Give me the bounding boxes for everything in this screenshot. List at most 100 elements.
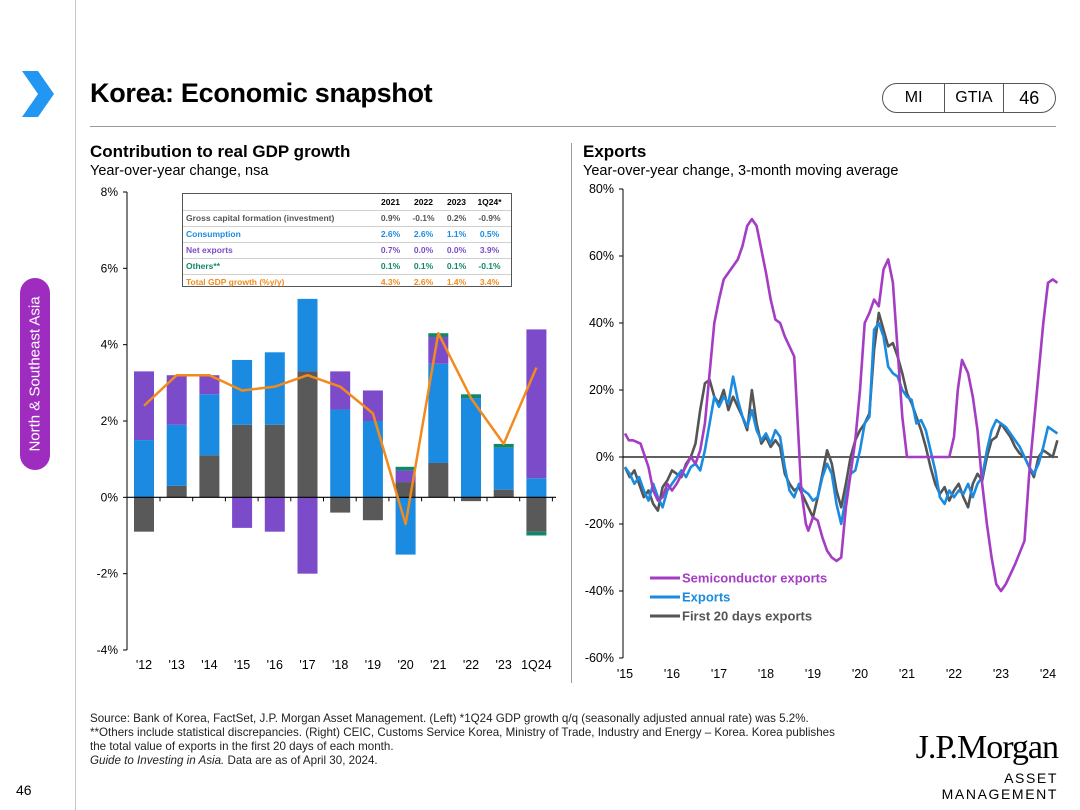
gdp-bar-segment — [526, 329, 547, 479]
gdp-bar-segment — [166, 424, 187, 486]
gdp-bar-segment — [461, 398, 481, 498]
left-panel-title: Contribution to real GDP growth — [90, 142, 351, 161]
exports-legend-label: Semiconductor exports — [682, 571, 827, 586]
gdp-bar-segment — [232, 497, 253, 528]
gdp-table-row: Consumption 2.6% 2.6% 1.1% 0.5% — [183, 227, 511, 243]
gdp-bar-segment — [297, 298, 318, 372]
gdp-table-header-blank — [183, 194, 374, 210]
gdp-bar-segment — [526, 531, 547, 536]
gdp-table-cell: 0.5% — [479, 229, 500, 239]
gdp-bar-segment — [395, 466, 416, 471]
left-margin-rule — [75, 0, 76, 810]
gdp-table-cell: 1.1% — [446, 229, 467, 239]
gdp-table-cell: 0.2% — [446, 213, 467, 223]
gdp-bar-segment — [395, 497, 416, 555]
exports-legend-label: First 20 days exports — [682, 609, 812, 624]
gdp-total-growth-line — [143, 331, 538, 526]
gdp-x-tick-label: '13 — [169, 658, 185, 672]
first-20-days-exports-line — [623, 311, 1059, 519]
exports-x-tick-label: '18 — [758, 667, 774, 681]
gdp-bar-segment — [232, 424, 253, 498]
gdp-x-tick-label: '18 — [332, 658, 348, 672]
exports-y-tick-label: -40% — [585, 584, 614, 598]
gdp-bar-segment — [395, 470, 416, 483]
gdp-bar-segment — [362, 497, 383, 521]
gdp-x-tick-label: 1Q24 — [521, 658, 552, 672]
exports-x-tick-label: '17 — [711, 667, 727, 681]
footnote-line: the total value of exports in the first … — [90, 740, 394, 753]
exports-x-tick-label: '19 — [805, 667, 821, 681]
gdp-bar-segment — [264, 497, 285, 532]
gdp-table-cell: 0.1% — [446, 261, 467, 271]
gdp-table-cell: -0.1% — [478, 261, 501, 271]
gdp-bar-segment — [264, 352, 285, 425]
gdp-y-tick-label: -2% — [97, 567, 119, 581]
gdp-y-tick-label: 0% — [101, 490, 119, 504]
gdp-bar-segment — [330, 409, 351, 498]
gdp-table-cell: 0.7% — [380, 245, 401, 255]
gdp-bar-segment — [134, 440, 154, 498]
gdp-x-tick-label: '15 — [234, 658, 250, 672]
badge-mi: MI — [904, 89, 923, 106]
gdp-table-cell: 3.9% — [479, 245, 500, 255]
gdp-table-header: 2021 2022 2023 1Q24* — [183, 194, 511, 211]
left-panel-subtitle: Year-over-year change, nsa — [90, 163, 269, 179]
logo-wordmark: J.P.Morgan — [915, 729, 1059, 766]
gdp-x-tick-label: '16 — [267, 658, 283, 672]
exports-y-tick-label: 0% — [596, 450, 614, 464]
footnote-line: Source: Bank of Korea, FactSet, J.P. Mor… — [90, 712, 809, 725]
gdp-x-tick-label: '21 — [430, 658, 446, 672]
gdp-bar-segment — [199, 394, 220, 456]
gdp-bar-segment — [199, 375, 220, 395]
footnote-line: Guide to Investing in Asia. Data are as … — [90, 754, 890, 768]
gdp-x-tick-label: '22 — [463, 658, 479, 672]
gdp-table-cell: 0.0% — [413, 245, 434, 255]
gdp-bar-segment — [493, 489, 514, 498]
gdp-table-row: Net exports 0.7% 0.0% 0.0% 3.9% — [183, 243, 511, 259]
gdp-table-cell: 2.6% — [413, 277, 434, 287]
exports-y-tick-label: 40% — [589, 316, 614, 330]
gdp-x-tick-label: '23 — [496, 658, 512, 672]
gdp-table-header-cell: 2021 — [381, 197, 400, 207]
gdp-table-cell: 0.0% — [446, 245, 467, 255]
gdp-bar-segment — [526, 478, 547, 498]
gdp-table-cell: 1.4% — [446, 277, 467, 287]
gdp-bar-segment — [199, 455, 220, 498]
gdp-table-header-cell: 2022 — [414, 197, 433, 207]
exports-y-tick-label: 20% — [589, 383, 614, 397]
gdp-table-row-label: Gross capital formation (investment) — [186, 213, 335, 223]
exports-x-tick-label: '20 — [852, 667, 868, 681]
exports-legend-label: Exports — [682, 590, 730, 605]
exports-x-tick-label: '23 — [993, 667, 1009, 681]
gdp-x-tick-label: '20 — [397, 658, 413, 672]
gdp-bar-segment — [134, 497, 154, 532]
gdp-table-cell: 0.1% — [413, 261, 434, 271]
gdp-bar-segment — [362, 421, 383, 498]
exports-x-tick-label: '21 — [899, 667, 915, 681]
section-side-tab: North & Southeast Asia — [20, 278, 50, 470]
gdp-bar-segment — [493, 447, 514, 490]
chevron-right-icon — [22, 71, 54, 117]
exports-x-tick-label: '15 — [617, 667, 633, 681]
exports-y-tick-label: 60% — [589, 249, 614, 263]
gdp-y-tick-label: 2% — [101, 414, 119, 428]
gdp-x-tick-label: '14 — [201, 658, 217, 672]
exports-x-tick-label: '24 — [1040, 667, 1056, 681]
gdp-bar-segment — [264, 424, 285, 498]
gdp-table-cell: -0.9% — [478, 213, 501, 223]
page-title: Korea: Economic snapshot — [90, 78, 433, 108]
gdp-table-cell: 2.6% — [380, 229, 401, 239]
gdp-bar-segment — [526, 497, 547, 532]
gdp-bar-segment — [297, 497, 318, 574]
gdp-bar-segment — [362, 390, 383, 421]
gdp-bar-segment — [232, 359, 253, 425]
gdp-y-tick-label: -4% — [97, 643, 119, 657]
footnote-date: Data are as of April 30, 2024. — [224, 754, 378, 767]
gdp-table-cell: 4.3% — [380, 277, 401, 287]
gdp-table-cell: 0.9% — [380, 213, 401, 223]
gdp-x-tick-label: '12 — [136, 658, 152, 672]
gdp-table: 2021 2022 2023 1Q24* Gross capital forma… — [182, 193, 512, 287]
gdp-table-cell: 0.1% — [380, 261, 401, 271]
panel-divider — [571, 143, 572, 683]
